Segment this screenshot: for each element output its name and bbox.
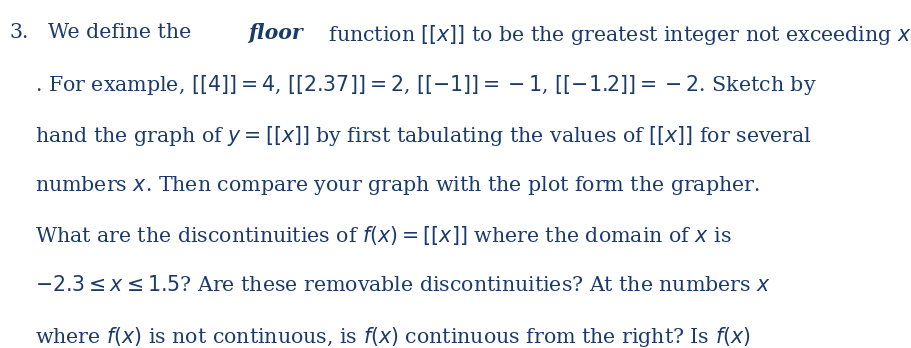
Text: hand the graph of $y = [[x]]$ by first tabulating the values of $[[x]]$ for seve: hand the graph of $y = [[x]]$ by first t… (35, 124, 812, 148)
Text: We define the: We define the (48, 23, 198, 42)
Text: $-2.3 \leq x \leq 1.5$? Are these removable discontinuities? At the numbers $x$: $-2.3 \leq x \leq 1.5$? Are these remova… (35, 275, 771, 295)
Text: numbers $x$. Then compare your graph with the plot form the grapher.: numbers $x$. Then compare your graph wit… (35, 174, 760, 197)
Text: . For example, $[[4]] = 4$, $[[2.37]] = 2$, $[[-1]] = -1$, $[[-1.2]] = -2$. Sket: . For example, $[[4]] = 4$, $[[2.37]] = … (35, 73, 816, 97)
Text: 3.: 3. (9, 23, 28, 42)
Text: function $[[x]]$ to be the greatest integer not exceeding $x$: function $[[x]]$ to be the greatest inte… (322, 23, 911, 47)
Text: floor: floor (248, 23, 302, 42)
Text: What are the discontinuities of $f(x) = [[x]]$ where the domain of $x$ is: What are the discontinuities of $f(x) = … (35, 224, 732, 247)
Text: where $f(x)$ is not continuous, is $f(x)$ continuous from the right? Is $f(x)$: where $f(x)$ is not continuous, is $f(x)… (35, 325, 750, 348)
